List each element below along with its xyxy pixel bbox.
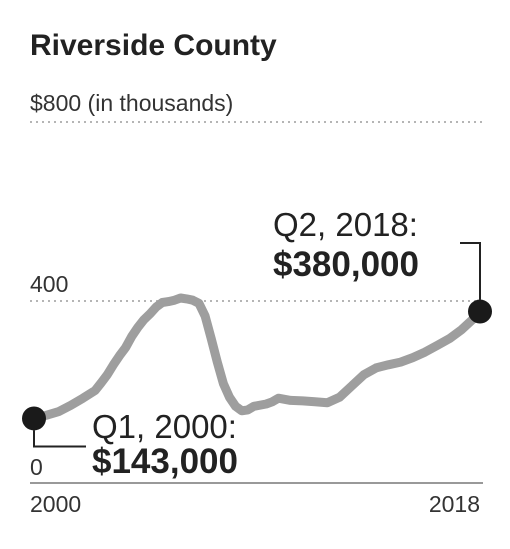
start-bracket: [33, 430, 86, 448]
series-line: [29, 293, 485, 423]
x-tick-end: 2018: [429, 491, 480, 517]
end-bracket: [460, 242, 481, 300]
end-point-marker: [468, 299, 492, 324]
start-callout-value: $143,000: [92, 442, 238, 481]
end-callout-value: $380,000: [273, 245, 419, 284]
x-tick-start: 2000: [30, 491, 81, 517]
y-top-label: $800 (in thousands): [30, 90, 233, 116]
end-callout-period: Q2, 2018:: [273, 206, 418, 243]
y-tick-0: 0: [30, 454, 43, 480]
start-point-marker: [22, 406, 46, 431]
start-callout-period: Q1, 2000:: [92, 408, 237, 445]
chart-title: Riverside County: [30, 29, 277, 62]
y-tick-400: 400: [30, 271, 68, 297]
